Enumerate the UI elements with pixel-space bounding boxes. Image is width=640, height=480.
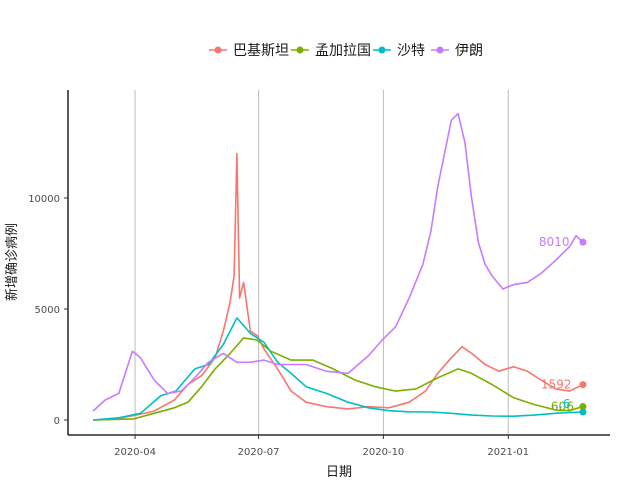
series-line-0 [92,152,584,421]
plot-area [92,112,584,421]
series-line-1 [92,337,584,421]
x-tick-label-3: 2021-01 [487,447,529,458]
legend: 巴基斯坦 孟加拉国 沙特 伊朗 [209,42,483,59]
series-end-label-2: …6 [551,397,571,411]
x-axis-title: 日期 [326,465,352,480]
y-axis-ticks: 0 5000 10000 [28,194,68,427]
series-end-point-3 [579,238,587,246]
y-tick-label-2: 10000 [28,194,60,205]
x-axis-ticks: 2020-04 2020-07 2020-10 2021-01 [114,435,529,458]
y-axis-title: 新增确诊病例 [4,223,20,301]
series-line-3 [92,112,584,412]
series-end-label-3: 8010 [539,235,570,249]
legend-marker-3 [436,46,444,54]
legend-label-1: 孟加拉国 [315,43,371,59]
grid-lines [134,90,509,435]
x-tick-label-2: 2020-10 [363,447,405,458]
legend-item-2: 沙特 [373,43,425,59]
end-labels: 1592 606…6 8010 [539,235,587,416]
series-end-label-1: 606 [551,400,574,414]
legend-item-0: 巴基斯坦 [209,42,289,59]
series-end-point-0 [579,381,587,389]
legend-label-0: 巴基斯坦 [233,42,289,59]
legend-label-2: 沙特 [397,43,425,59]
legend-item-3: 伊朗 [431,43,483,59]
legend-marker-1 [296,46,304,54]
y-tick-label-0: 0 [54,416,60,427]
x-tick-label-1: 2020-07 [238,447,280,458]
legend-label-3: 伊朗 [455,43,483,59]
x-tick-label-0: 2020-04 [114,447,156,458]
series-end-label-0: 1592 [541,378,572,392]
series-line-2 [92,317,583,421]
series-end-point-2 [579,408,587,416]
legend-marker-0 [214,46,222,54]
legend-item-1: 孟加拉国 [291,43,371,59]
legend-marker-2 [378,46,386,54]
series-end-point-1 [579,403,587,411]
y-tick-label-1: 5000 [35,305,60,316]
